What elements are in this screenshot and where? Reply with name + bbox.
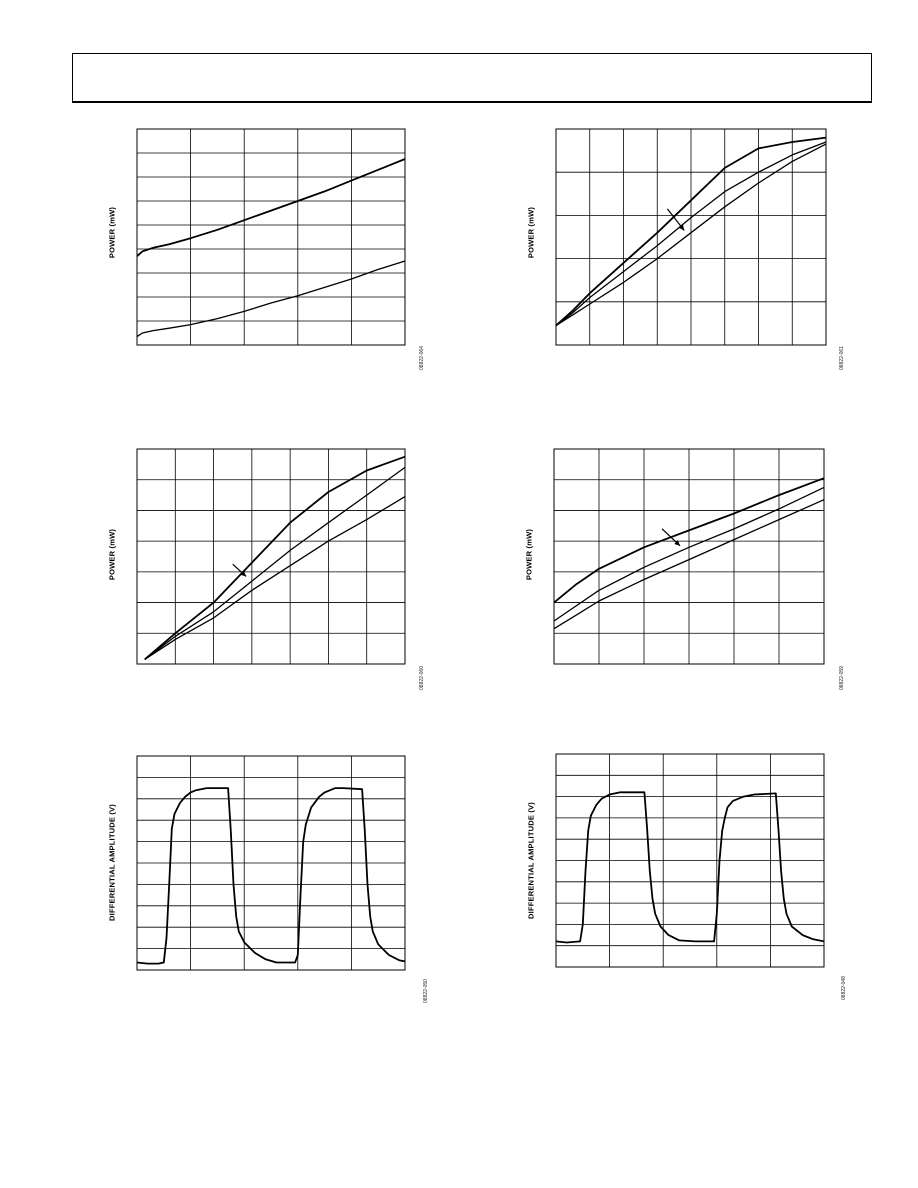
chart-5-ylabel: DIFFERENTIAL AMPLITUDE (V): [107, 804, 117, 921]
annotation-arrow-head: [678, 224, 685, 231]
chart-4-figure-code: 08822-059: [839, 666, 845, 690]
chart-2-svg: [555, 128, 827, 346]
annotation-arrow-head: [240, 570, 247, 577]
series-line-1: [144, 455, 406, 661]
plot-frame: [136, 448, 406, 665]
series-line-2: [136, 260, 406, 338]
chart-diff-amplitude-2: [555, 753, 825, 968]
chart-power-1: [136, 128, 406, 346]
series-line-2: [144, 466, 406, 660]
chart-power-3: [136, 448, 406, 665]
chart-2-ylabel: POWER (mW): [526, 206, 536, 259]
chart-6-figure-code: 08822-048: [841, 976, 847, 1000]
plot-frame: [555, 753, 825, 968]
plot-frame: [136, 755, 406, 971]
series-line-3: [144, 496, 406, 660]
annotation-arrow-head: [674, 540, 680, 546]
series-line-2: [555, 141, 827, 327]
series-line-1: [136, 787, 406, 965]
plot-frame: [553, 448, 825, 665]
page-header-box: [72, 53, 872, 103]
plot-frame: [555, 128, 827, 346]
chart-2-figure-code: 08822-061: [839, 346, 845, 370]
chart-5-svg: [136, 755, 406, 971]
chart-1-ylabel: POWER (mW): [107, 206, 117, 259]
series-line-1: [553, 477, 825, 604]
chart-power-2: [555, 128, 827, 346]
chart-3-figure-code: 08822-060: [419, 666, 425, 690]
series-line-1: [136, 158, 406, 257]
series-line-3: [555, 143, 827, 327]
chart-1-svg: [136, 128, 406, 346]
chart-3-svg: [136, 448, 406, 665]
chart-1-figure-code: 08822-064: [419, 346, 425, 370]
series-line-1: [555, 791, 825, 944]
chart-4-svg: [553, 448, 825, 665]
chart-6-ylabel: DIFFERENTIAL AMPLITUDE (V): [526, 802, 536, 919]
chart-6-svg: [555, 753, 825, 968]
chart-3-ylabel: POWER (mW): [107, 528, 117, 581]
chart-4-ylabel: POWER (mW): [524, 528, 534, 581]
series-line-1: [555, 136, 827, 327]
chart-diff-amplitude-1: [136, 755, 406, 971]
series-line-3: [553, 499, 825, 630]
chart-power-4: [553, 448, 825, 665]
chart-5-figure-code: 08822-050: [423, 979, 429, 1003]
series-line-2: [553, 486, 825, 622]
plot-frame: [136, 128, 406, 346]
